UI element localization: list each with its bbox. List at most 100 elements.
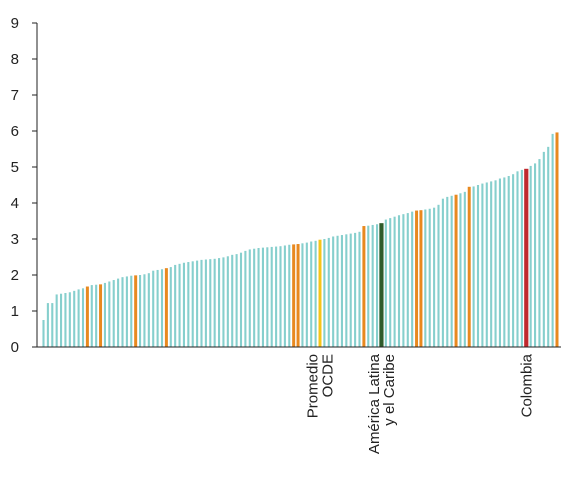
- bar: [125, 276, 128, 347]
- bar: [270, 246, 273, 347]
- bar-oecd_member: [415, 210, 419, 347]
- bar: [117, 278, 120, 347]
- bar-oecd_member: [164, 268, 168, 347]
- bar: [538, 159, 541, 347]
- bar: [411, 211, 414, 347]
- bar: [428, 208, 431, 347]
- y-tick-label: 8: [11, 51, 19, 68]
- bar-oecd_member: [555, 132, 559, 347]
- bar: [358, 231, 361, 347]
- bar: [336, 235, 339, 347]
- bar: [490, 181, 493, 347]
- bar: [406, 213, 409, 347]
- bar: [283, 245, 286, 347]
- bar: [261, 247, 264, 347]
- bar: [235, 254, 238, 347]
- bar: [200, 259, 203, 347]
- bar: [323, 239, 326, 347]
- bar: [275, 246, 278, 347]
- bar-oecd_member: [134, 275, 138, 347]
- bar: [51, 303, 54, 347]
- y-tick-label: 7: [11, 87, 19, 104]
- bar: [393, 216, 396, 347]
- bar: [450, 195, 453, 347]
- bar: [90, 285, 93, 347]
- bar: [459, 193, 462, 347]
- bar: [534, 163, 537, 347]
- bar: [112, 280, 115, 347]
- bar: [187, 262, 190, 347]
- bar: [253, 248, 256, 347]
- bar: [174, 264, 177, 347]
- bar: [384, 219, 387, 347]
- bar: [288, 244, 291, 347]
- bar: [95, 284, 98, 347]
- bar-oecd_member: [85, 286, 89, 347]
- bar: [139, 275, 142, 347]
- bar-latam_caribbean: [379, 223, 384, 347]
- bar: [305, 242, 308, 347]
- bar: [196, 260, 199, 347]
- bar: [520, 169, 523, 347]
- bar: [204, 259, 207, 347]
- bar: [481, 183, 484, 347]
- bar: [503, 177, 506, 347]
- bar: [397, 215, 401, 347]
- category-label-line: Colombia: [518, 353, 535, 417]
- bar: [68, 292, 71, 347]
- bar: [64, 293, 67, 347]
- bar: [463, 191, 466, 347]
- bar-colombia: [524, 168, 529, 347]
- y-tick-label: 9: [11, 15, 19, 32]
- bar: [130, 275, 133, 347]
- bar: [402, 214, 405, 347]
- y-tick-label: 4: [11, 195, 19, 212]
- bar: [371, 224, 374, 347]
- category-label-line: América Latina: [366, 353, 383, 454]
- bar: [332, 236, 335, 347]
- bar: [389, 218, 392, 347]
- bar: [529, 165, 532, 347]
- bar: [248, 249, 251, 347]
- bar: [81, 288, 85, 347]
- bar: [266, 247, 269, 347]
- bar: [472, 186, 475, 347]
- y-tick-label: 5: [11, 159, 19, 176]
- bar: [143, 274, 146, 347]
- bar: [156, 269, 159, 347]
- bar: [257, 248, 260, 347]
- y-axis: 0 1 2 3 4 5 6 7 8 9: [11, 15, 38, 356]
- bar: [152, 270, 155, 347]
- bar: [121, 277, 124, 347]
- bar: [226, 256, 229, 347]
- bar: [279, 246, 282, 347]
- bar: [327, 237, 330, 347]
- bar: [46, 303, 49, 347]
- bar: [103, 282, 106, 347]
- bar: [222, 257, 225, 347]
- bar: [349, 233, 352, 347]
- bar: [310, 241, 313, 347]
- bar-oecd_average: [318, 239, 322, 347]
- bar: [182, 262, 185, 347]
- bar: [345, 234, 348, 347]
- bar-oecd_member: [292, 244, 296, 347]
- bar: [239, 252, 243, 347]
- bar: [512, 174, 515, 347]
- bar: [498, 178, 501, 347]
- bars-layer: [42, 132, 559, 347]
- bar: [516, 171, 519, 347]
- category-label: Colombia: [518, 353, 535, 417]
- bar: [301, 243, 304, 347]
- bar: [340, 235, 343, 347]
- y-tick-label: 2: [11, 267, 19, 284]
- bar: [314, 240, 317, 347]
- bar: [77, 289, 80, 347]
- bar: [507, 176, 510, 347]
- bar: [191, 261, 194, 347]
- bar: [437, 204, 440, 347]
- bar: [441, 198, 444, 347]
